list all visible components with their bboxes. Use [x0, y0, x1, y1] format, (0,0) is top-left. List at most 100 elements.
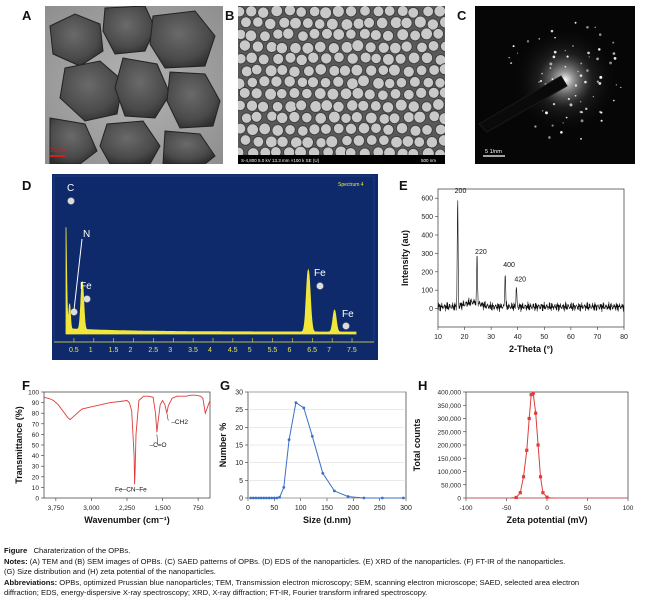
y-axis-label: Total counts — [412, 419, 422, 472]
eds-peak-fe-2: Fe — [314, 268, 326, 279]
ftir-series-line — [43, 394, 211, 485]
dls-point — [346, 495, 350, 498]
x-tick-label: 40 — [514, 334, 522, 341]
y-tick-label: 0 — [35, 496, 39, 503]
x-tick-label: 1,500 — [154, 505, 171, 512]
dls-point — [249, 496, 253, 500]
tem-image-panel: 20 nm — [45, 6, 223, 164]
dls-point — [362, 496, 366, 500]
zeta-point — [529, 393, 533, 397]
ftir-annotation: –C=O — [149, 442, 166, 449]
zeta-potential-chart: -100 -50 0 50 100 0 50,000 100,000 150,000 200,00… — [412, 390, 634, 526]
x-tick-label: 60 — [567, 334, 575, 341]
y-tick-label: 150,000 — [438, 456, 462, 463]
size-distribution-chart: 0 50 100 150 200 250 300 0 5 10 15 20 25 30 Size (d.nm… — [218, 390, 412, 526]
caption-title: Charaterization of the OPBs. — [33, 546, 131, 555]
y-tick-label: 300,000 — [438, 416, 462, 423]
eds-tick-label: 5 — [248, 347, 252, 354]
zeta-point — [527, 416, 531, 421]
dls-point — [321, 471, 325, 475]
y-tick-label: 10 — [235, 460, 243, 467]
eds-tick-label: 6 — [287, 347, 291, 354]
eds-tick-label: 5.5 — [268, 347, 278, 354]
sem-scale-label: 500 nm — [421, 158, 436, 163]
panel-letter-h: H — [418, 378, 428, 393]
ftir-chart: 3,750 3,000 2,250 1,500 750 0 10 20 30 40 50 60 70 80… — [14, 390, 211, 525]
eds-spectrum-label: Spectrum 4 — [338, 182, 364, 188]
x-tick-label: 0 — [545, 505, 549, 512]
y-tick-label: 350,000 — [438, 403, 462, 410]
dls-point — [287, 438, 291, 442]
y-tick-label: 25 — [235, 407, 243, 414]
x-tick-label: 70 — [594, 334, 602, 341]
eds-tick-label: 1.5 — [109, 347, 119, 354]
zeta-point — [525, 448, 529, 452]
eds-tick-label: 1 — [89, 347, 93, 354]
y-tick-label: 80 — [32, 411, 40, 418]
dls-point — [267, 496, 271, 500]
x-axis-label: Size (d.nm) — [303, 515, 351, 525]
y-tick-label: 5 — [239, 478, 243, 485]
x-tick-label: 100 — [295, 505, 307, 512]
y-tick-label: 100 — [28, 390, 39, 397]
dls-point — [278, 495, 281, 499]
dls-point — [380, 496, 384, 500]
xrd-peak-label: 220 — [475, 249, 487, 256]
plot-frame — [43, 391, 211, 499]
dls-point — [294, 401, 298, 404]
eds-tick-label: 4.5 — [228, 347, 238, 354]
eds-spectrum-panel: Spectrum 4 C N Fe Fe Fe 0.5 1 1.5 2 2.5 3 3.5 4… — [52, 174, 378, 360]
y-tick-label: 250,000 — [438, 429, 462, 436]
y-tick-label: 200,000 — [438, 443, 462, 450]
x-tick-label: 30 — [487, 334, 495, 341]
eds-tick-label: 3.5 — [188, 347, 198, 354]
y-tick-label: 200 — [421, 269, 433, 276]
y-tick-label: 50,000 — [441, 482, 461, 489]
x-tick-label: 20 — [461, 334, 469, 341]
y-tick-label: 0 — [239, 496, 243, 503]
x-tick-label: 150 — [321, 505, 333, 512]
x-tick-label: 300 — [400, 505, 412, 512]
y-tick-label: 15 — [235, 443, 243, 450]
caption-notes-label: Notes: — [4, 557, 28, 567]
dls-point — [272, 496, 276, 500]
xrd-chart: 10 20 30 40 50 60 70 80 0 100 200 300 400 500 600 2-The… — [400, 188, 628, 354]
x-tick-label: 750 — [193, 505, 204, 512]
y-tick-label: 0 — [429, 306, 433, 313]
x-axis-label: Zeta potential (mV) — [506, 515, 587, 525]
zeta-series-line — [510, 392, 557, 499]
x-axis-label: Wavenumber (cm⁻¹) — [84, 515, 169, 525]
zeta-point — [536, 443, 540, 447]
eds-tick-label: 7 — [327, 347, 331, 354]
y-tick-label: 400,000 — [438, 390, 462, 397]
x-tick-label: 2,250 — [119, 505, 136, 512]
zeta-point — [518, 491, 522, 495]
x-tick-label: 200 — [347, 505, 359, 512]
eds-tick-label: 3 — [168, 347, 172, 354]
x-tick-label: 50 — [540, 334, 548, 341]
caption-abbrev-label: Abbreviations: — [4, 577, 58, 587]
panel-letter-c: C — [457, 8, 467, 23]
eds-tick-label: 2.5 — [148, 347, 158, 354]
panel-letter-b: B — [225, 8, 235, 23]
dls-point — [257, 496, 260, 500]
y-tick-label: 100,000 — [438, 469, 462, 476]
x-tick-label: 50 — [270, 505, 278, 512]
zeta-point — [531, 391, 535, 395]
y-tick-label: 0 — [457, 496, 461, 503]
eds-spectrum: Spectrum 4 C N Fe Fe Fe 0.5 1 1.5 2 2.5 3 3.5 4… — [52, 174, 378, 360]
caption-notes-line2: (G) Size distribution and (H) zeta poten… — [4, 567, 216, 577]
dls-point — [262, 496, 266, 500]
eds-peak-c: C — [67, 183, 74, 194]
caption-abbrev-line2: diffraction; EDS, energy-dispersive X-ra… — [4, 587, 428, 597]
saed-scale-label: 5 1/nm — [485, 149, 502, 155]
y-axis-label: Transmittance (%) — [14, 406, 24, 484]
saed-image-panel: 5 1/nm — [475, 6, 635, 164]
x-tick-label: 100 — [623, 505, 634, 512]
y-tick-label: 70 — [32, 421, 40, 428]
caption-abbrev: OPBs, optimized Prussian blue nanopartic… — [59, 577, 580, 587]
y-tick-label: 500 — [421, 214, 433, 221]
zeta-point — [545, 495, 549, 499]
x-tick-label: 3,000 — [83, 505, 100, 512]
panel-letter-a: A — [22, 8, 32, 23]
